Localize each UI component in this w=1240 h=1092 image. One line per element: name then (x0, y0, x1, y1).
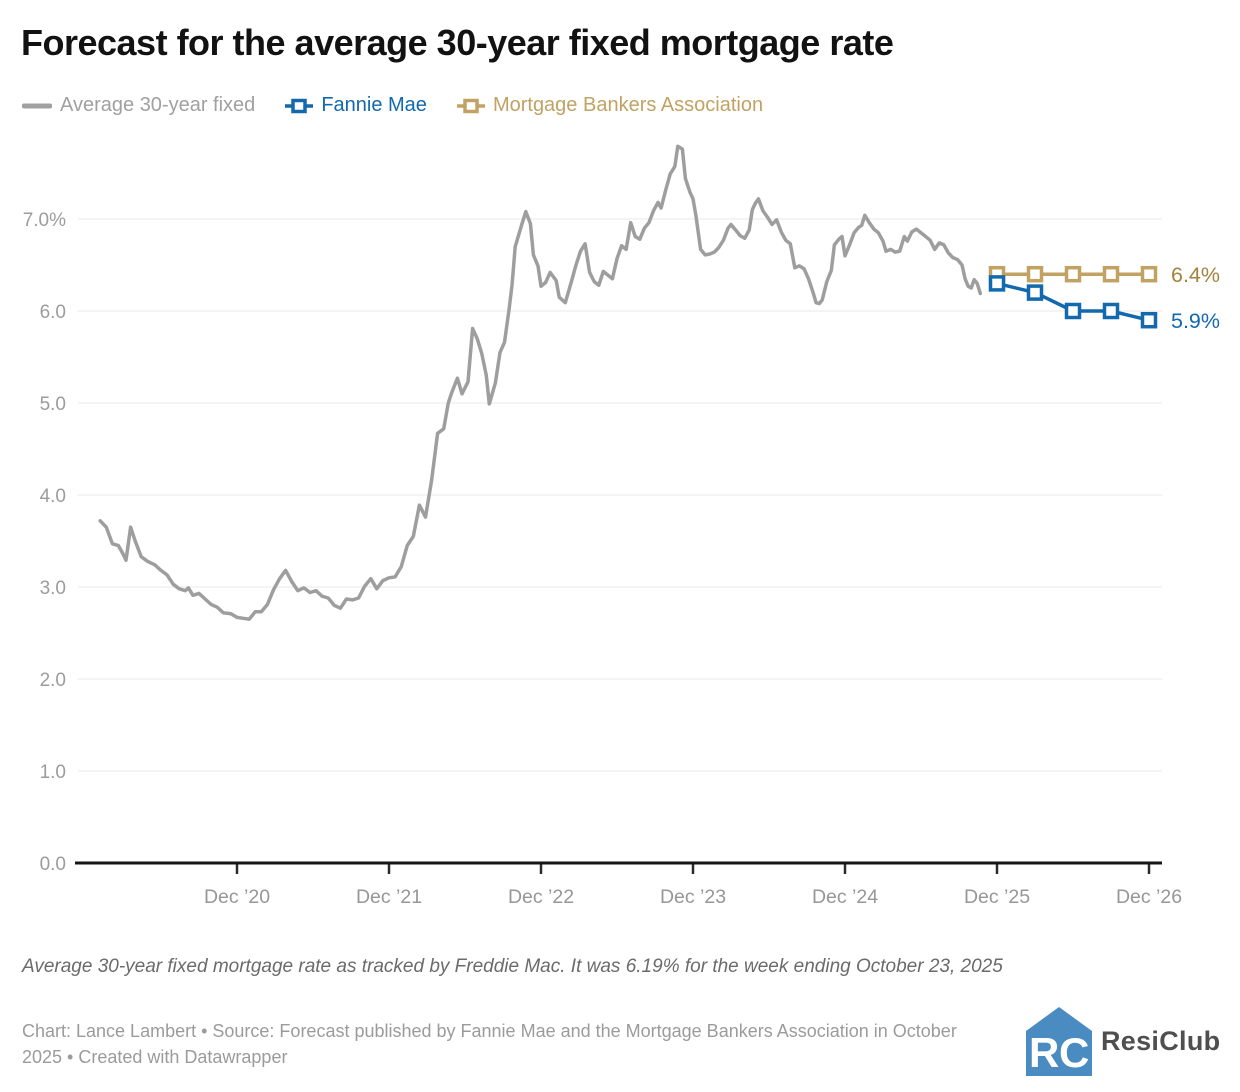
mba-forecast-value-label: 6.4% (1171, 263, 1220, 287)
y-tick-label: 3.0 (40, 578, 66, 599)
x-tick-label: Dec ’26 (1116, 886, 1182, 908)
y-tick-label: 7.0% (23, 210, 66, 231)
y-tick-label: 4.0 (40, 486, 66, 507)
resiclub-logo: R C ResiClub (1026, 1004, 1220, 1078)
fannie-mae-forecast-marker (1064, 302, 1082, 320)
fannie-mae-forecast-marker (988, 275, 1006, 292)
mba-forecast-marker (1026, 265, 1044, 283)
x-tick-label: Dec ’23 (660, 886, 726, 908)
legend: Average 30-year fixed Fannie Mae Mortgag… (22, 94, 763, 117)
x-tick-label: Dec ’20 (204, 886, 270, 908)
svg-text:C: C (1059, 1029, 1089, 1076)
x-tick-label: Dec ’22 (508, 886, 574, 908)
chart-byline: Chart: Lance Lambert • Source: Forecast … (22, 1021, 957, 1068)
average-line-swatch-icon (22, 103, 52, 108)
legend-label-fannie-mae: Fannie Mae (321, 94, 427, 116)
mba-marker-swatch-icon (456, 98, 485, 113)
fannie-mae-forecast-marker (1026, 284, 1044, 301)
fannie-mae-forecast-marker (1102, 302, 1120, 320)
legend-item-fannie-mae: Fannie Mae (285, 94, 427, 117)
y-tick-label: 6.0 (40, 302, 66, 323)
fannie-mae-forecast-value-label: 5.9% (1171, 309, 1220, 333)
x-tick-label: Dec ’21 (356, 886, 422, 908)
legend-item-mba: Mortgage Bankers Association (456, 94, 764, 117)
y-tick-label: 1.0 (40, 762, 66, 783)
y-tick-label: 2.0 (40, 670, 66, 691)
mba-forecast-marker (1064, 265, 1082, 283)
chart-description: Average 30-year fixed mortgage rate as t… (22, 956, 1003, 977)
mba-forecast-marker (1102, 265, 1120, 283)
y-tick-label: 5.0 (40, 394, 66, 415)
fannie-mae-marker-swatch-icon (285, 98, 314, 113)
legend-label-mba: Mortgage Bankers Association (492, 94, 764, 116)
y-tick-label: 0.0 (40, 854, 66, 875)
mortgage-rate-chart: 0.0 1.0 2.0 3.0 4.0 5.0 6.0 7.0% Dec ’20 Dec ’21 D… (23, 144, 1220, 908)
chart-title: Forecast for the average 30-year fixed m… (21, 22, 894, 63)
svg-text:R: R (1029, 1029, 1059, 1076)
x-tick-label: Dec ’25 (964, 886, 1030, 908)
resiclub-house-icon: R C (1026, 1007, 1092, 1076)
x-tick-label: Dec ’24 (812, 886, 878, 908)
legend-label-average: Average 30-year fixed (60, 94, 256, 116)
chart-area: 0.0 1.0 2.0 3.0 4.0 5.0 6.0 7.0% Dec ’20 Dec ’21 D… (0, 130, 1240, 930)
mba-forecast-marker (1140, 265, 1158, 283)
fannie-mae-forecast-marker (1140, 311, 1158, 329)
resiclub-logo-text: ResiClub (1101, 1025, 1221, 1056)
legend-item-average: Average 30-year fixed (22, 94, 255, 117)
average-30yr-line-path (98, 144, 983, 621)
